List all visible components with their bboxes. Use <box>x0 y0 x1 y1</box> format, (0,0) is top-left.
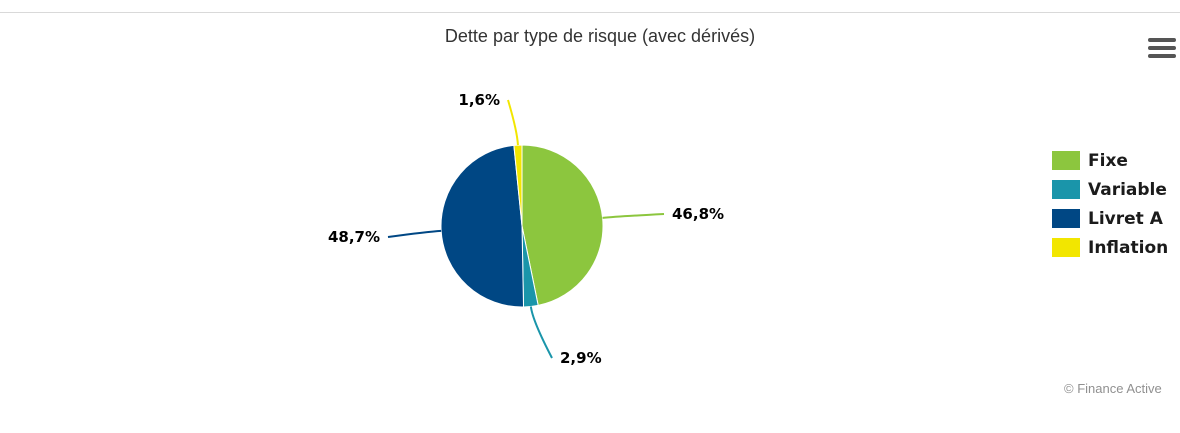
pie-slices <box>440 144 604 308</box>
legend-label: Livret A <box>1088 208 1163 229</box>
menu-bar <box>1148 38 1176 42</box>
pie-slice-inflation[interactable] <box>513 144 523 227</box>
connector-line <box>507 99 519 146</box>
menu-bar <box>1148 54 1176 58</box>
data-label: 2,9% <box>560 349 602 367</box>
chart-title: Dette par type de risque (avec dérivés) <box>444 26 756 46</box>
connector-line <box>529 306 553 359</box>
legend-swatch <box>1052 238 1080 257</box>
data-label: 1,6% <box>458 91 500 109</box>
menu-bar <box>1148 46 1176 50</box>
top-divider <box>0 12 1180 13</box>
data-label: 48,7% <box>328 228 380 246</box>
pie-slice-fixe[interactable] <box>521 144 604 306</box>
legend-label: Variable <box>1088 179 1167 200</box>
connector-line <box>387 229 442 238</box>
data-label: 46,8% <box>672 205 724 223</box>
credits-text: © Finance Active <box>1064 381 1162 396</box>
pie-slice-livret-a[interactable] <box>440 144 525 308</box>
pie-connectors <box>387 99 665 359</box>
legend-label: Fixe <box>1088 150 1128 171</box>
legend-item-livret-a[interactable]: Livret A <box>1052 204 1168 233</box>
legend-swatch <box>1052 151 1080 170</box>
legend-swatch <box>1052 180 1080 199</box>
legend-swatch <box>1052 209 1080 228</box>
legend-item-variable[interactable]: Variable <box>1052 175 1168 204</box>
legend-item-inflation[interactable]: Inflation <box>1052 233 1168 262</box>
pie-data-labels: 46,8% 2,9% 48,7% 1,6% <box>328 91 724 367</box>
legend-item-fixe[interactable]: Fixe <box>1052 146 1168 175</box>
hamburger-menu-icon[interactable] <box>1148 38 1176 60</box>
chart-legend: Fixe Variable Livret A Inflation <box>1052 146 1168 262</box>
legend-label: Inflation <box>1088 237 1169 258</box>
connector-line <box>602 213 665 219</box>
